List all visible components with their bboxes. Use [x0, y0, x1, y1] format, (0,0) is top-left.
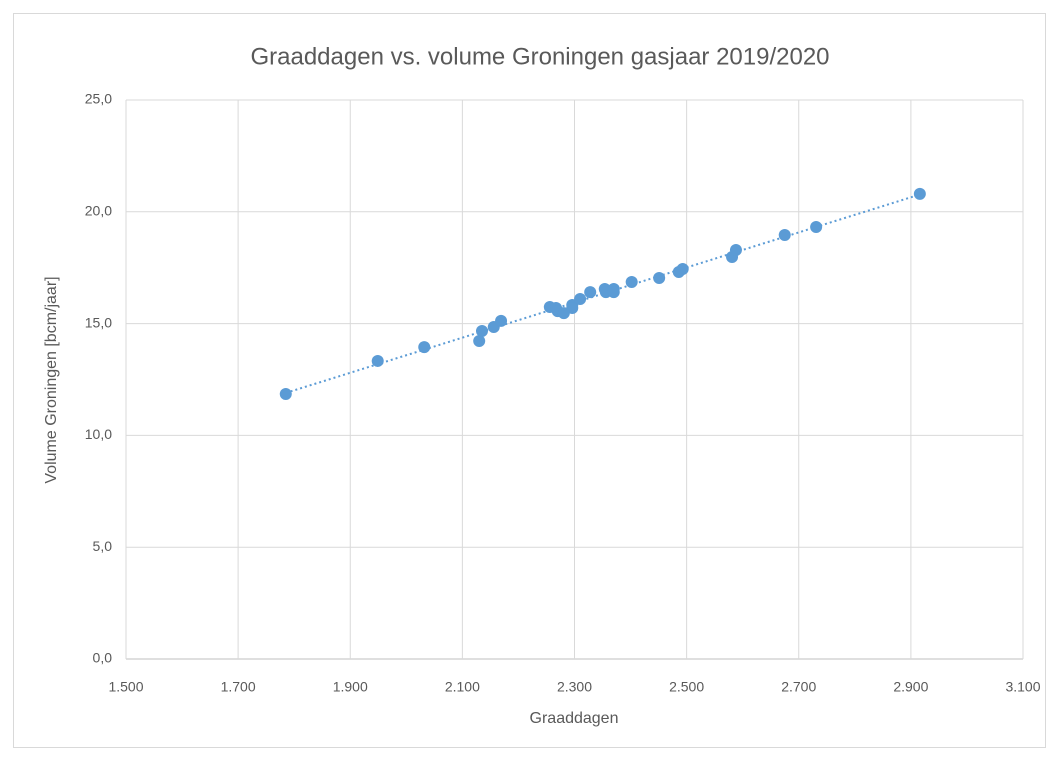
y-axis-label: Volume Groningen [bcm/jaar]: [43, 276, 60, 483]
point: [676, 263, 689, 276]
point: [584, 286, 597, 299]
x-axis-label: Graaddagen: [530, 710, 619, 727]
point: [566, 301, 579, 314]
y-tick-label: 5,0: [93, 538, 113, 554]
point: [810, 221, 823, 234]
x-tick-label: 3.100: [1005, 679, 1040, 695]
point: [607, 286, 620, 299]
x-tick-label: 2.500: [669, 679, 704, 695]
y-tick-label: 20,0: [85, 203, 112, 219]
point: [418, 341, 431, 354]
point: [473, 335, 486, 348]
y-tick-label: 15,0: [85, 314, 112, 330]
x-tick-label: 2.900: [893, 679, 928, 695]
chart-title: Graaddagen vs. volume Groningen gasjaar …: [250, 43, 829, 70]
x-tick-label: 2.300: [557, 679, 592, 695]
point: [574, 293, 587, 306]
x-tick-label: 1.900: [333, 679, 368, 695]
point: [475, 324, 488, 337]
point: [279, 388, 292, 401]
x-tick-label: 2.700: [781, 679, 816, 695]
y-tick-label: 10,0: [85, 426, 112, 442]
point: [913, 187, 926, 200]
point: [495, 314, 508, 327]
x-tick-label: 2.100: [445, 679, 480, 695]
point: [778, 229, 791, 242]
chart-frame: [13, 13, 1046, 748]
trendline: [285, 193, 921, 394]
x-tick-label: 1.700: [221, 679, 256, 695]
point: [625, 276, 638, 289]
point: [371, 354, 384, 367]
y-tick-label: 25,0: [85, 91, 112, 107]
y-tick-label: 0,0: [93, 650, 113, 666]
point: [729, 244, 742, 257]
x-tick-label: 1.500: [108, 679, 143, 695]
point: [653, 271, 666, 284]
